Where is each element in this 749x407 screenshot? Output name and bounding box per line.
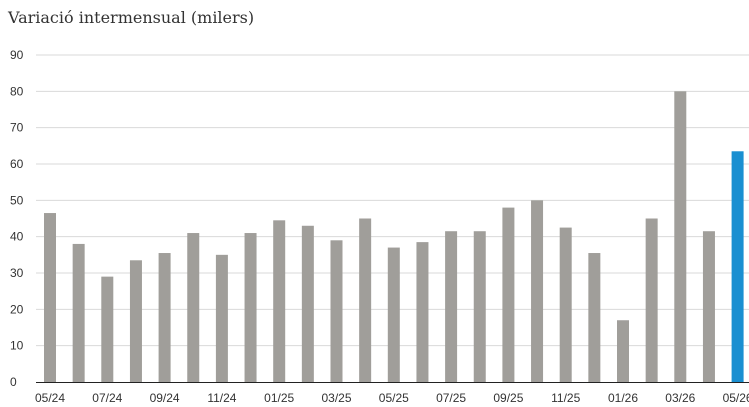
bar — [72, 243, 85, 382]
bar — [502, 207, 515, 382]
x-tick-label: 07/25 — [436, 391, 466, 405]
x-tick-label: 09/24 — [150, 391, 180, 405]
bar — [101, 276, 114, 382]
x-tick-label: 01/25 — [264, 391, 294, 405]
bars — [44, 91, 744, 382]
x-tick-label: 05/26 — [723, 391, 749, 405]
bar — [645, 218, 658, 382]
bar — [129, 260, 142, 382]
bar — [301, 225, 314, 382]
bar — [416, 242, 429, 382]
bar — [531, 200, 544, 382]
bar — [731, 151, 744, 382]
bar — [273, 220, 286, 382]
y-tick-label: 90 — [10, 48, 24, 62]
chart-subtitle: Variació intermensual (milers) — [8, 8, 255, 27]
x-tick-label: 05/25 — [379, 391, 409, 405]
y-tick-label: 0 — [10, 375, 17, 389]
bar — [674, 91, 687, 382]
y-tick-label: 10 — [10, 339, 24, 353]
y-tick-label: 70 — [10, 121, 24, 135]
y-tick-label: 60 — [10, 157, 24, 171]
y-tick-label: 50 — [10, 193, 24, 207]
bar — [559, 227, 572, 382]
y-axis-ticks: 0 10 20 30 40 50 60 70 80 90 — [10, 48, 24, 389]
x-axis-ticks: 05/24 07/24 09/24 11/24 01/25 03/25 05/25 07/25… — [35, 391, 749, 405]
x-tick-label: 01/26 — [608, 391, 638, 405]
bar — [702, 231, 715, 382]
y-tick-label: 80 — [10, 84, 24, 98]
x-tick-label: 09/25 — [493, 391, 523, 405]
bar — [244, 233, 257, 382]
bar — [187, 233, 200, 382]
x-tick-label: 05/24 — [35, 391, 65, 405]
bar — [473, 231, 486, 382]
y-tick-label: 20 — [10, 302, 24, 316]
bar — [617, 320, 629, 382]
x-tick-label: 07/24 — [92, 391, 122, 405]
bar — [588, 253, 601, 382]
bar — [359, 218, 372, 382]
bar — [44, 213, 56, 382]
y-tick-label: 40 — [10, 230, 24, 244]
x-tick-label: 11/25 — [551, 391, 580, 405]
x-tick-label: 03/25 — [321, 391, 351, 405]
x-tick-label: 03/26 — [665, 391, 695, 405]
x-tick-label: 11/24 — [207, 391, 236, 405]
bar — [387, 247, 400, 382]
bar — [215, 254, 228, 382]
y-tick-label: 30 — [10, 266, 24, 280]
bar — [330, 240, 343, 382]
bar — [158, 253, 171, 382]
bar — [445, 231, 458, 382]
